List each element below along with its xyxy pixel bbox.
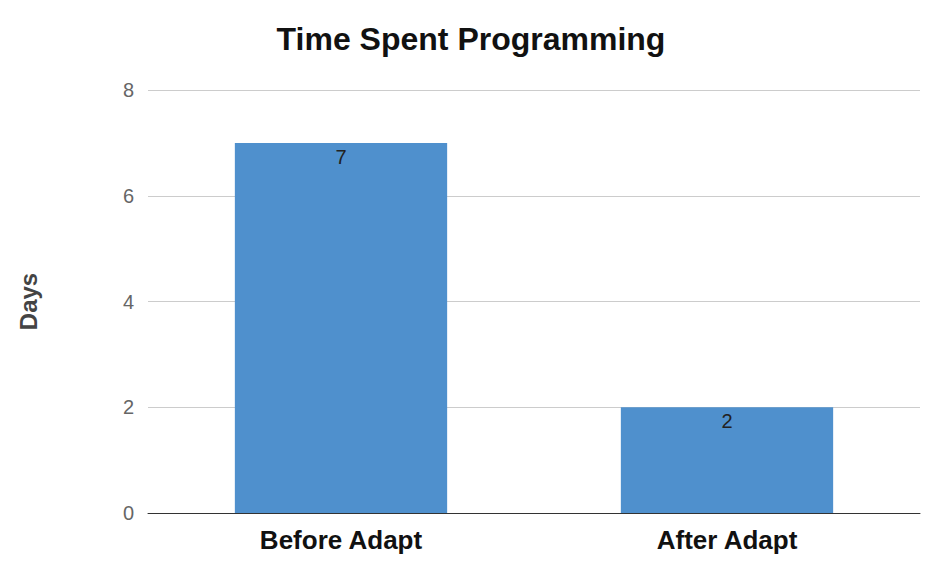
svg-text:2: 2 [721,410,732,432]
svg-text:After Adapt: After Adapt [657,525,798,555]
svg-text:Days: Days [15,273,42,330]
svg-text:6: 6 [123,185,134,207]
svg-text:2: 2 [123,396,134,418]
svg-text:0: 0 [123,502,134,524]
svg-text:8: 8 [123,79,134,101]
svg-text:Time Spent Programming: Time Spent Programming [277,21,666,57]
svg-text:7: 7 [335,146,346,168]
svg-text:4: 4 [123,291,134,313]
svg-text:Before Adapt: Before Adapt [260,525,423,555]
